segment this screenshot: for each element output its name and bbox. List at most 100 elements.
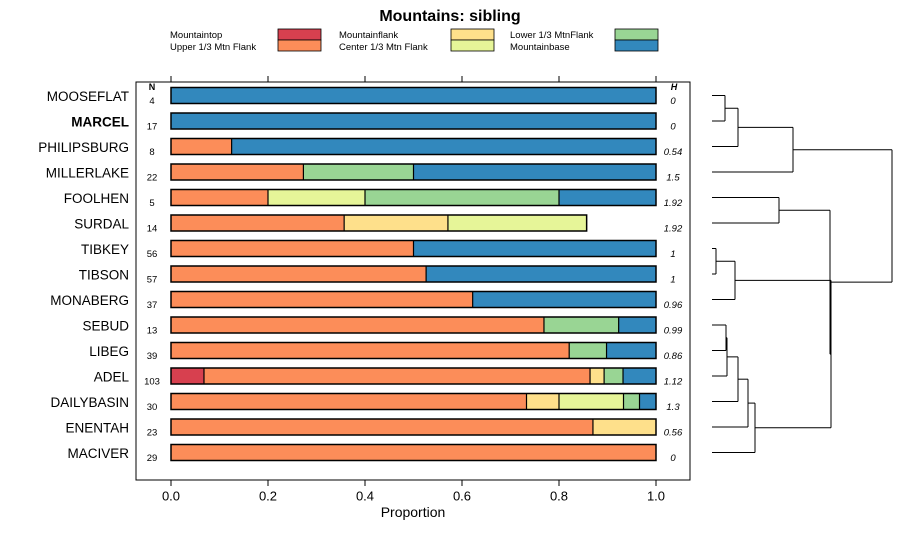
bar-segment-adel-mountaintop xyxy=(171,368,204,384)
bar-outline-philipsburg xyxy=(170,137,657,156)
bar-segment-millerlake-mountainbase xyxy=(413,164,656,180)
bar-segment-surdal-upper-1-3-mtn-flank xyxy=(171,215,345,231)
x-tick-label: 0.4 xyxy=(356,489,374,504)
bar-outline-foolhen xyxy=(170,188,657,207)
h-value-marcel: 0 xyxy=(670,122,676,133)
bar-outline-mooseflat xyxy=(170,86,657,105)
bar-outline-dailybasin xyxy=(170,392,657,411)
n-value-maciver: 29 xyxy=(147,453,158,464)
bar-segment-adel-lower-1-3-mtnflank xyxy=(604,368,624,384)
row-label-surdal: SURDAL xyxy=(74,217,129,232)
bar-outline-adel xyxy=(170,367,657,385)
bar-segment-libeg-lower-1-3-mtnflank xyxy=(569,342,607,359)
h-value-foolhen: 1.92 xyxy=(664,198,683,209)
h-value-tibkey: 1 xyxy=(670,249,675,260)
h-value-enentah: 0.56 xyxy=(664,428,683,439)
n-value-libeg: 39 xyxy=(147,351,158,362)
row-label-mooseflat: MOOSEFLAT xyxy=(47,89,129,104)
bar-segment-marcel-mountainbase xyxy=(171,113,656,129)
row-label-sebud: SEBUD xyxy=(82,319,129,334)
legend-swatch-lower-1-3-mtnflank xyxy=(614,28,659,41)
n-value-philipsburg: 8 xyxy=(149,147,154,158)
row-label-monaberg: MONABERG xyxy=(50,293,129,308)
row-label-tibson: TIBSON xyxy=(79,268,129,283)
n-header: N xyxy=(149,82,156,92)
n-value-adel: 103 xyxy=(144,377,160,388)
bar-segment-surdal-mountainflank xyxy=(344,215,448,231)
bar-segment-libeg-upper-1-3-mtn-flank xyxy=(171,342,570,359)
bar-outline-sebud xyxy=(170,316,657,334)
n-value-surdal: 14 xyxy=(147,224,158,235)
bar-segment-tibson-mountainbase xyxy=(426,266,656,282)
bar-segment-philipsburg-upper-1-3-mtn-flank xyxy=(171,138,232,155)
bar-outline-enentah xyxy=(170,418,657,436)
bar-segment-dailybasin-center-1-3-mtn-flank xyxy=(559,393,624,410)
h-value-sebud: 0.99 xyxy=(664,326,683,337)
bar-outline-tibkey xyxy=(170,239,657,258)
bar-segment-enentah-upper-1-3-mtn-flank xyxy=(171,419,593,435)
x-tick-label: 1.0 xyxy=(647,489,665,504)
x-tick-label: 0.2 xyxy=(259,489,277,504)
row-label-dailybasin: DAILYBASIN xyxy=(50,395,129,410)
h-value-dailybasin: 1.3 xyxy=(666,402,680,413)
legend-label-mountaintop: Mountaintop xyxy=(170,30,222,41)
n-value-monaberg: 37 xyxy=(147,300,158,311)
bar-segment-foolhen-upper-1-3-mtn-flank xyxy=(171,189,268,206)
row-label-philipsburg: PHILIPSBURG xyxy=(38,140,129,155)
bar-segment-adel-mountainflank xyxy=(590,368,605,384)
x-axis: 0.0 0.2 0.4 0.6 0.8 1.0 N H xyxy=(149,76,678,504)
n-value-tibson: 57 xyxy=(147,275,158,286)
h-value-mooseflat: 0 xyxy=(670,96,676,107)
bar-segment-enentah-mountainflank xyxy=(592,419,656,435)
h-value-philipsburg: 0.54 xyxy=(664,147,683,158)
bar-segment-dailybasin-lower-1-3-mtnflank xyxy=(623,393,640,410)
bar-outline-millerlake xyxy=(170,163,657,181)
bar-segment-millerlake-lower-1-3-mtnflank xyxy=(303,164,414,180)
bar-outline-surdal xyxy=(170,214,588,232)
bar-segment-philipsburg-mountainbase xyxy=(231,138,656,155)
bar-outline-maciver xyxy=(170,443,657,462)
x-tick-label: 0.8 xyxy=(550,489,568,504)
n-value-tibkey: 56 xyxy=(147,249,158,260)
n-value-marcel: 17 xyxy=(147,122,158,133)
row-label-enentah: ENENTAH xyxy=(65,421,129,436)
legend-label-center-1-3-mtn-flank: Center 1/3 Mtn Flank xyxy=(339,42,428,53)
plot-frame xyxy=(135,81,691,481)
bar-segment-millerlake-upper-1-3-mtn-flank xyxy=(171,164,304,180)
bar-segment-dailybasin-upper-1-3-mtn-flank xyxy=(171,393,527,410)
bar-segment-maciver-upper-1-3-mtn-flank xyxy=(171,444,656,461)
h-value-maciver: 0 xyxy=(670,453,676,464)
bar-segment-foolhen-lower-1-3-mtnflank xyxy=(365,189,559,206)
bar-segment-monaberg-upper-1-3-mtn-flank xyxy=(171,291,473,308)
bar-outline-tibson xyxy=(170,265,657,283)
row-labels: MOOSEFLAT 4 0 MARCEL 17 0 PHILIPSBURG 8 0.54 MILL… xyxy=(38,89,683,464)
row-label-tibkey: TIBKEY xyxy=(81,242,129,257)
bar-segment-dailybasin-mountainbase xyxy=(639,393,656,410)
h-value-libeg: 0.86 xyxy=(664,351,683,362)
x-tick-label: 0.0 xyxy=(162,489,180,504)
bar-segment-monaberg-mountainbase xyxy=(472,291,656,308)
x-tick-label: 0.6 xyxy=(453,489,471,504)
legend-label-lower-1-3-mtnflank: Lower 1/3 MtnFlank xyxy=(510,30,594,41)
chart-title: Mountains: sibling xyxy=(379,8,520,25)
n-value-dailybasin: 30 xyxy=(147,402,158,413)
bar-segment-sebud-lower-1-3-mtnflank xyxy=(543,317,619,333)
bar-segment-tibkey-upper-1-3-mtn-flank xyxy=(171,240,414,257)
n-value-millerlake: 22 xyxy=(147,173,158,184)
legend-label-upper-1-3-mtn-flank: Upper 1/3 Mtn Flank xyxy=(170,42,256,53)
bar-outline-monaberg xyxy=(170,290,657,309)
bar-segment-foolhen-mountainbase xyxy=(559,189,656,206)
bar-segment-mooseflat-mountainbase xyxy=(171,87,656,104)
n-value-sebud: 13 xyxy=(147,326,158,337)
bar-segment-sebud-upper-1-3-mtn-flank xyxy=(171,317,544,333)
bar-segment-libeg-mountainbase xyxy=(606,342,656,359)
n-value-enentah: 23 xyxy=(147,428,158,439)
legend-swatch-upper-1-3-mtn-flank xyxy=(277,39,322,52)
legend-swatch-mountainbase xyxy=(614,39,659,52)
h-value-adel: 1.12 xyxy=(664,377,683,388)
bar-segment-adel-upper-1-3-mtn-flank xyxy=(203,368,591,384)
bar-segment-foolhen-center-1-3-mtn-flank xyxy=(268,189,365,206)
x-axis-label: Proportion xyxy=(381,504,446,520)
